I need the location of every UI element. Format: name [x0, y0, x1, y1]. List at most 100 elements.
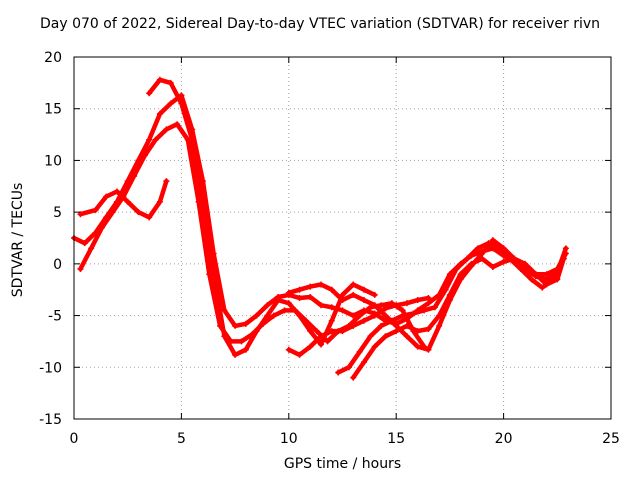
data-point [350, 281, 357, 288]
x-tick-label: 10 [280, 431, 298, 447]
y-tick-label: 0 [53, 257, 62, 273]
data-point [360, 317, 367, 324]
data-point [146, 214, 153, 221]
data-point [399, 312, 406, 319]
y-tick-label: 5 [53, 205, 62, 221]
data-point [356, 312, 363, 319]
data-point [339, 307, 346, 314]
data-point [124, 198, 131, 205]
data-point [232, 351, 239, 358]
data-point [500, 258, 507, 265]
data-point [511, 255, 518, 262]
data-point [339, 297, 346, 304]
x-tick-label: 25 [602, 431, 620, 447]
data-point [367, 333, 374, 340]
data-point [98, 224, 105, 231]
data-point [88, 245, 95, 252]
data-point [324, 338, 331, 345]
data-point [167, 100, 174, 107]
series-arc-8 [350, 250, 569, 381]
data-point [131, 172, 138, 179]
data-point [350, 291, 357, 298]
data-point [522, 260, 529, 267]
data-point [221, 333, 228, 340]
data-point [339, 328, 346, 335]
data-point [92, 207, 99, 214]
data-point [296, 312, 303, 319]
x-axis-label: GPS time / hours [283, 456, 402, 472]
grid-lines [74, 57, 611, 419]
series-arc-3 [77, 178, 170, 221]
data-point [414, 328, 421, 335]
data-point [199, 198, 206, 205]
data-point [156, 110, 163, 117]
data-point [77, 211, 84, 218]
x-tick-label: 0 [70, 431, 79, 447]
data-point [178, 100, 185, 107]
data-point [528, 276, 535, 283]
data-point [109, 209, 116, 216]
data-point [296, 294, 303, 301]
data-point [232, 322, 239, 329]
data-point [393, 322, 400, 329]
data-point [360, 286, 367, 293]
data-point [167, 79, 174, 86]
data-point [554, 266, 561, 273]
data-point [307, 283, 314, 290]
data-point [77, 266, 84, 273]
data-point [393, 302, 400, 309]
data-point [328, 328, 335, 335]
data-point [296, 351, 303, 358]
data-point [403, 300, 410, 307]
data-point [221, 307, 228, 314]
data-point [457, 271, 464, 278]
x-tick-label: 15 [387, 431, 405, 447]
data-point [425, 300, 432, 307]
data-point [388, 317, 395, 324]
data-point [496, 245, 503, 252]
data-point [371, 291, 378, 298]
x-tick-label: 20 [495, 431, 513, 447]
y-tick-label: 20 [44, 50, 62, 66]
data-point [253, 328, 260, 335]
data-point [281, 307, 288, 314]
data-point [382, 305, 389, 312]
data-point [468, 260, 475, 267]
series-arc-4 [146, 76, 378, 358]
data-point [163, 178, 170, 185]
data-point [474, 245, 481, 252]
data-point [425, 346, 432, 353]
data-point [431, 304, 438, 311]
data-point [242, 346, 249, 353]
data-point [414, 343, 421, 350]
y-tick-label: -5 [48, 309, 62, 325]
data-point [522, 266, 529, 273]
data-point [436, 322, 443, 329]
data-point [318, 281, 325, 288]
data-point [425, 294, 432, 301]
data-point [242, 320, 249, 327]
x-tick-label: 5 [177, 431, 186, 447]
data-point [399, 307, 406, 314]
data-point [414, 297, 421, 304]
data-point [113, 188, 120, 195]
data-point [393, 328, 400, 335]
data-point [425, 326, 432, 333]
data-point [382, 312, 389, 319]
data-point [253, 312, 260, 319]
data-point [307, 293, 314, 300]
data-point [318, 333, 325, 340]
data-point [307, 328, 314, 335]
data-point [360, 359, 367, 366]
data-point [189, 136, 196, 143]
data-point [296, 286, 303, 293]
series-line [71, 93, 569, 329]
data-point [146, 90, 153, 97]
series-line [335, 240, 566, 375]
y-tick-label: 10 [44, 153, 62, 169]
data-point [335, 369, 342, 376]
data-point [532, 271, 539, 278]
data-point [135, 209, 142, 216]
data-point [350, 322, 357, 329]
